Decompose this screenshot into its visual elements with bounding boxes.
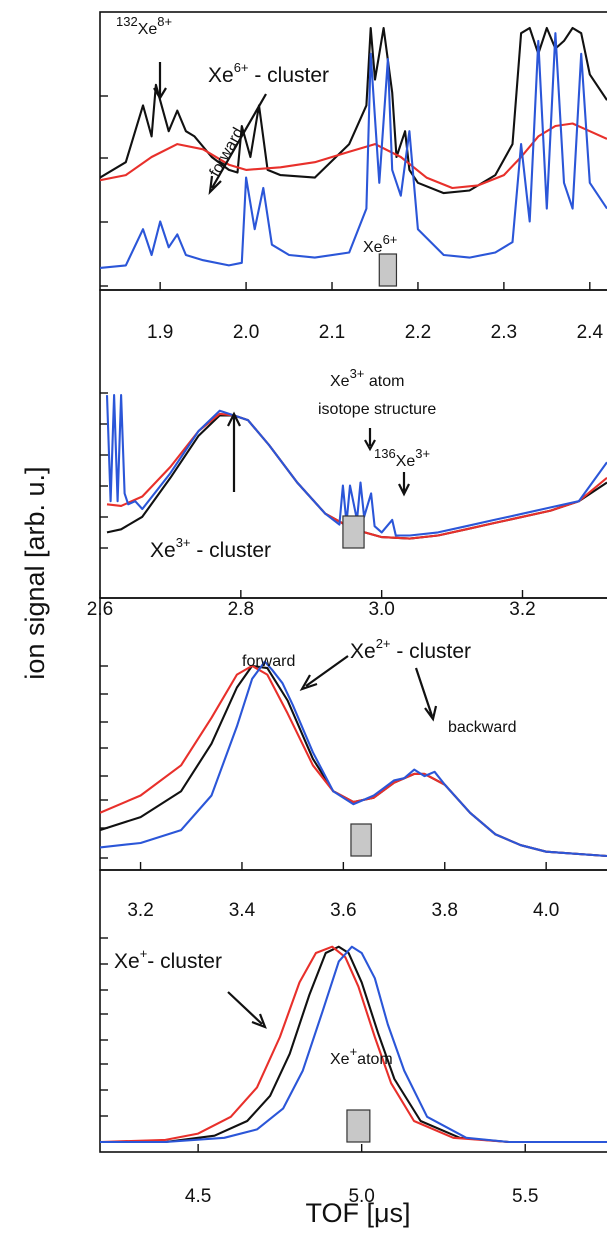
panel-1-x-tick-label: 2.2 <box>405 322 431 343</box>
panel-4-x-tick-label: 4.5 <box>185 1186 211 1207</box>
panel-3-cluster-backward-arrow <box>414 667 438 722</box>
panel-4-marker-box <box>346 1109 371 1143</box>
panel-3-x-tick-label: 3.4 <box>229 900 256 921</box>
panel-3-marker-box <box>350 823 372 857</box>
panel-1-cluster-label: Xe6+ - cluster <box>208 60 329 87</box>
panel-2-isotope-structure-label: isotope structure <box>318 401 436 418</box>
panel-4-cluster-label: Xe+- cluster <box>114 946 222 973</box>
panel-2-frame <box>99 289 607 599</box>
panel-1-x-tick-label: 2.1 <box>319 322 345 343</box>
panel-3-cluster-label: Xe2+ - cluster <box>350 636 471 663</box>
x-axis-label: TOF [μs] <box>305 1198 410 1228</box>
panel-4-series-red <box>100 945 607 1144</box>
panel-2-isotope136-arrow <box>398 472 410 497</box>
panel-1-marker-box <box>378 253 398 287</box>
panel-1-x-tick-label: 2.3 <box>491 322 517 343</box>
panel-2-annotations: Xe3+ atom isotope structure 136Xe3+ Xe3+… <box>150 366 436 562</box>
panel-4-plot-area: 4.5 5.0 5.5 <box>99 869 607 1207</box>
panel-3-forward-label: forward <box>242 653 295 670</box>
panel-4-series-black <box>100 945 607 1144</box>
panel-3-x-tick-label: 3.8 <box>432 900 458 921</box>
panel-2-cluster-label: Xe3+ - cluster <box>150 535 271 562</box>
panel-2-cluster-arrow <box>227 411 241 492</box>
panel-3-series-blue <box>100 660 607 858</box>
panel-1: 1.9 2.0 2.1 2.2 2.3 2.4 132Xe8+ Xe6+ - cluste… <box>99 11 607 343</box>
panel-3-x-tick-label: 3.6 <box>330 900 356 921</box>
panel-1-x-tick-label: 2.0 <box>233 322 259 343</box>
panel-1-isotope-arrow <box>153 62 167 101</box>
panel-4-series-blue <box>100 945 607 1144</box>
panel-3-x-tick-label: 4.0 <box>533 900 559 921</box>
panel-4-cluster-arrow <box>227 991 267 1029</box>
panel-2-atom-label: Xe3+ atom <box>330 366 404 390</box>
panel-2-isotope-arrow <box>364 428 376 452</box>
y-axis-label: ion signal [arb. u.] <box>20 466 50 679</box>
panel-3-cluster-forward-arrow <box>299 655 349 691</box>
panel-3-x-tick-label: 3.2 <box>127 900 153 921</box>
panel-1-series-black <box>100 26 607 195</box>
panel-3: 3.2 3.4 3.6 3.8 4.0 forward Xe2+ - cluster b… <box>99 597 607 921</box>
panel-4-x-tick-label: 5.0 <box>348 1186 374 1207</box>
panel-4-annotations: Xe+- cluster Xe+atom <box>114 946 393 1068</box>
panel-4: 4.5 5.0 5.5 Xe+- cluster Xe+atom <box>99 869 607 1207</box>
panel-4-frame <box>99 869 607 1153</box>
panel-1-plot-area: 1.9 2.0 2.1 2.2 2.3 2.4 <box>99 11 607 343</box>
panel-1-series-blue <box>100 32 607 269</box>
panel-1-series-red <box>100 122 607 190</box>
panel-2-series-blue <box>105 394 607 537</box>
panel-2-marker-box <box>342 515 365 549</box>
panel-3-backward-label: backward <box>448 719 516 736</box>
panel-2-x-tick-label: 3.0 <box>368 599 394 620</box>
panel-1-cluster-arrow <box>208 93 267 196</box>
panel-2-x-tick-label: 2.8 <box>228 599 254 620</box>
panel-1-x-tick-label: 2.4 <box>577 322 604 343</box>
panel-2-isotope136-label: 136Xe3+ <box>374 446 430 470</box>
panel-4-x-tick-label: 5.5 <box>512 1186 538 1207</box>
panel-1-x-tick-label: 1.9 <box>147 322 173 343</box>
panel-1-isotope-label: 132Xe8+ <box>116 14 172 38</box>
panel-3-annotations: forward Xe2+ - cluster backward <box>242 636 516 736</box>
panel-1-atom-label: Xe6+ <box>363 232 397 256</box>
panel-1-forward-label: forward <box>207 125 248 180</box>
panel-2-x-tick-label: 3.2 <box>509 599 535 620</box>
panel-4-atom-label: Xe+atom <box>330 1044 393 1068</box>
